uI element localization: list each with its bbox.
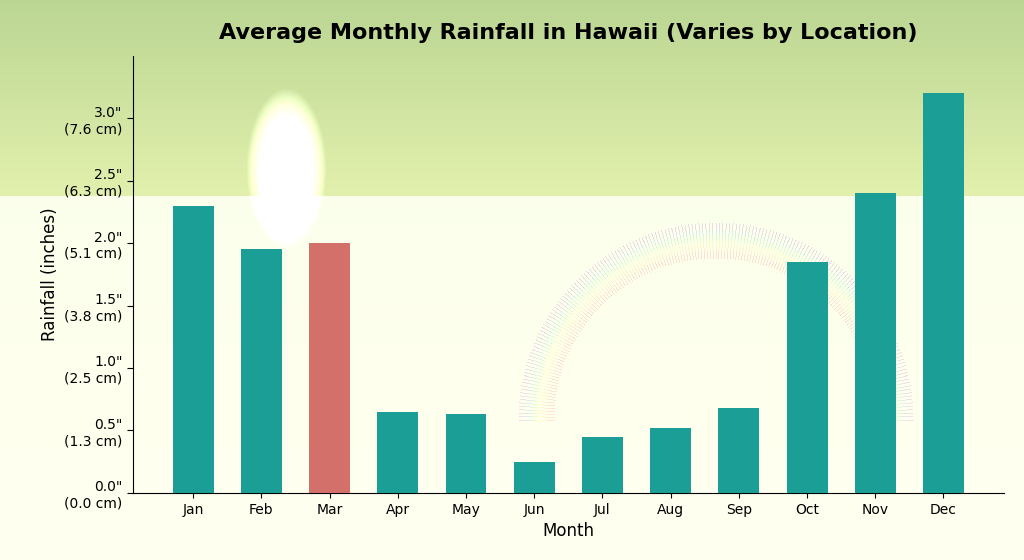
Bar <box>786 262 827 493</box>
Bar <box>650 428 691 493</box>
Bar <box>855 193 896 493</box>
Bar <box>173 206 214 493</box>
Bar <box>514 461 555 493</box>
Bar <box>923 94 964 493</box>
Bar <box>719 408 760 493</box>
Bar <box>241 249 282 493</box>
X-axis label: Month: Month <box>543 522 594 540</box>
Bar <box>582 437 623 493</box>
Bar <box>445 414 486 493</box>
Bar <box>377 412 418 493</box>
Title: Average Monthly Rainfall in Hawaii (Varies by Location): Average Monthly Rainfall in Hawaii (Vari… <box>219 24 918 43</box>
Bar <box>309 243 350 493</box>
Y-axis label: Rainfall (inches): Rainfall (inches) <box>41 208 58 341</box>
